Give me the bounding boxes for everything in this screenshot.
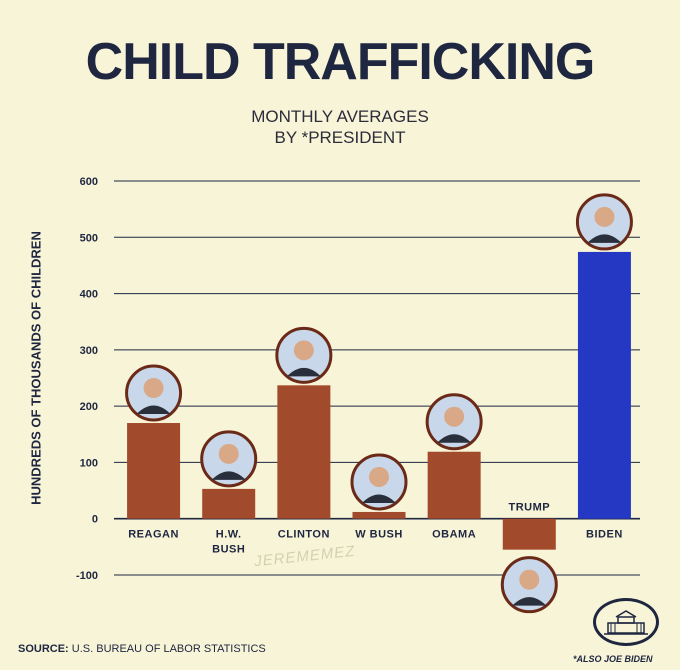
portrait-suit xyxy=(587,234,622,243)
x-category-label: BIDEN xyxy=(586,529,623,541)
portrait-suit xyxy=(512,597,547,606)
x-category-label: REAGAN xyxy=(128,529,179,541)
x-category-label: H.W. xyxy=(216,529,242,541)
subtitle-line-1: MONTHLY AVERAGES xyxy=(251,107,429,126)
white-house-logo-icon xyxy=(593,598,659,646)
bar-obama xyxy=(427,451,481,519)
y-tick-label: 500 xyxy=(80,232,98,244)
portrait-suit xyxy=(362,494,396,503)
portrait-suit xyxy=(437,434,472,443)
source-text: U.S. Bureau of Labor Statistics xyxy=(71,643,266,655)
x-category-label: W BUSH xyxy=(355,529,403,541)
footnote: *ALSO JOE BIDEN xyxy=(573,654,653,664)
portrait-face xyxy=(218,443,239,464)
source-line: Source: U.S. Bureau of Labor Statistics xyxy=(18,643,266,655)
portrait-face xyxy=(444,406,465,427)
y-tick-label: 300 xyxy=(80,345,98,357)
chart-title: CHILD TRAFFICKING xyxy=(85,33,596,91)
portrait-face xyxy=(594,206,615,227)
x-category-label: CLINTON xyxy=(278,529,330,541)
portrait-face xyxy=(293,340,314,361)
bar-biden xyxy=(577,251,631,519)
portrait-face xyxy=(519,569,540,590)
bar-trump xyxy=(502,518,556,550)
y-tick-label: 100 xyxy=(80,457,98,469)
y-tick-label: -100 xyxy=(76,570,98,582)
subtitle-line-2: BY *PRESIDENT xyxy=(274,128,406,147)
bar-w-bush xyxy=(352,511,406,519)
y-tick-label: 400 xyxy=(80,289,98,301)
portrait-suit xyxy=(286,367,321,377)
source-label: Source: xyxy=(18,643,69,655)
portrait-face xyxy=(143,378,164,399)
portrait-suit xyxy=(211,471,246,480)
portrait-face xyxy=(369,466,389,487)
y-tick-label: 200 xyxy=(80,401,98,413)
y-tick-label: 0 xyxy=(92,514,98,526)
portrait-suit xyxy=(136,405,171,415)
chart-subtitle: MONTHLY AVERAGES BY *PRESIDENT xyxy=(0,106,680,148)
x-category-label-line2: BUSH xyxy=(212,544,245,556)
y-axis-label: HUNDREDS OF THOUSANDS OF CHILDREN xyxy=(28,231,44,505)
bar-reagan xyxy=(127,423,181,519)
x-category-label: TRUMP xyxy=(508,502,550,514)
bar-clinton xyxy=(277,385,331,519)
x-category-label: OBAMA xyxy=(432,529,476,541)
y-tick-label: 600 xyxy=(80,176,98,188)
bar-h-w xyxy=(202,488,256,519)
